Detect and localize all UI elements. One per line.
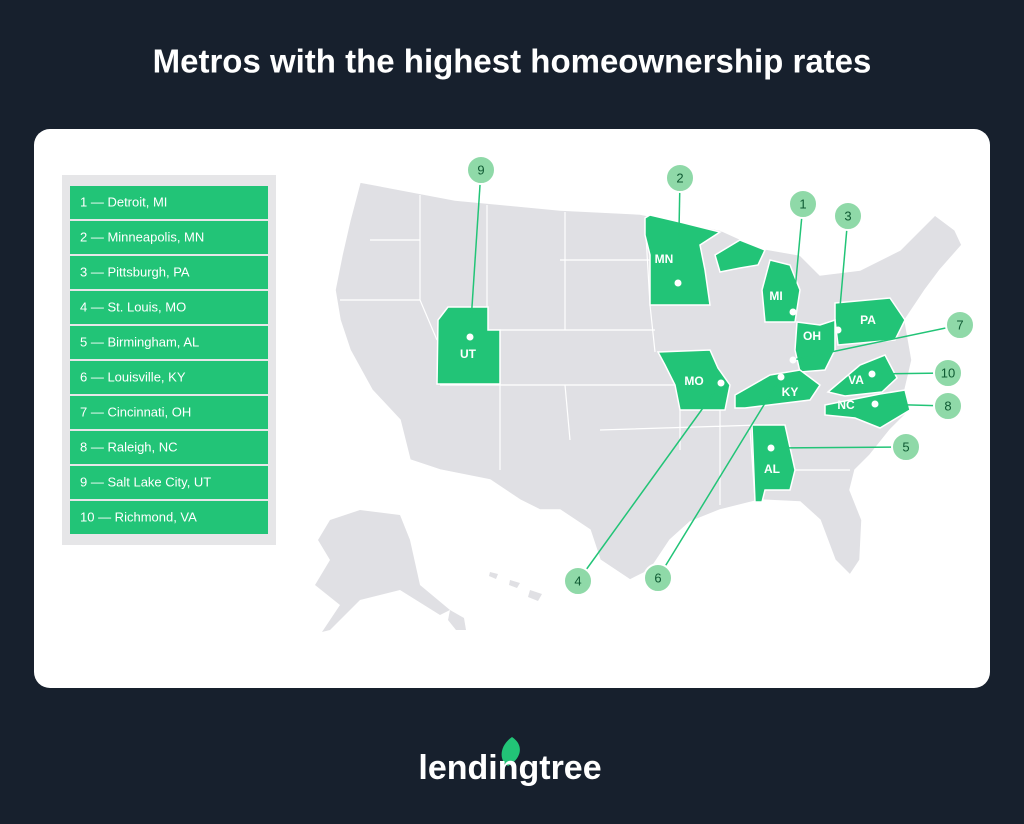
- logo: lendingtree: [418, 749, 601, 787]
- callout-dot: [871, 400, 879, 408]
- state-label: OH: [803, 329, 821, 343]
- callout-dot: [674, 279, 682, 287]
- state: [644, 214, 722, 306]
- state-label: NC: [837, 398, 855, 412]
- us-map: [315, 181, 963, 632]
- callout-line: [657, 376, 782, 579]
- hawaii: [448, 572, 542, 630]
- state: [794, 318, 836, 373]
- callout-number: 6: [654, 570, 661, 585]
- legend-row: [70, 431, 268, 464]
- callout-circle: [643, 563, 673, 593]
- callout-line: [469, 169, 482, 338]
- legend-item: 10 — Richmond, VA: [80, 509, 197, 524]
- legend-row: [70, 291, 268, 324]
- callout-circle: [833, 201, 863, 231]
- callout-dot: [834, 326, 842, 334]
- callout-dot: [789, 356, 797, 364]
- callout-number: 10: [941, 365, 955, 380]
- mainland: [334, 181, 963, 581]
- callout-circle: [788, 189, 818, 219]
- callout-dot: [868, 370, 876, 378]
- callout-dot: [466, 333, 474, 341]
- title: Metros with the highest homeownership ra…: [153, 43, 872, 80]
- callout-line: [677, 177, 681, 284]
- legend-item: 6 — Louisville, KY: [80, 369, 186, 384]
- legend-row: [70, 501, 268, 534]
- state: [714, 239, 801, 323]
- alaska: [315, 510, 450, 632]
- callout-number: 5: [902, 439, 909, 454]
- legend-item: 3 — Pittsburgh, PA: [80, 264, 190, 279]
- state-label: VA: [848, 373, 864, 387]
- callout-circle: [466, 155, 496, 185]
- logo-leaf: [501, 737, 520, 766]
- legend-item: 8 — Raleigh, NC: [80, 439, 178, 454]
- legend-row: [70, 186, 268, 219]
- state: [824, 389, 911, 429]
- callout-circle: [665, 163, 695, 193]
- callouts: 1 2 3 4 5 6 7 8 9 10: [466, 155, 975, 596]
- state-label: AL: [764, 462, 780, 476]
- callout-dot: [789, 308, 797, 316]
- legend-item: 9 — Salt Lake City, UT: [80, 474, 211, 489]
- state: [734, 369, 822, 409]
- callout-circle: [933, 358, 963, 388]
- legend: 1 — Detroit, MI 2 — Minneapolis, MN 3 — Pi…: [70, 186, 268, 534]
- callout-number: 8: [944, 398, 951, 413]
- callout-number: 2: [676, 170, 683, 185]
- callout-number: 4: [574, 573, 581, 588]
- callout-number: 3: [844, 208, 851, 223]
- callout-line: [792, 203, 804, 313]
- callout-line: [577, 382, 722, 582]
- callout-line: [837, 215, 849, 331]
- callout-number: 1: [799, 196, 806, 211]
- legend-row: [70, 221, 268, 254]
- callout-line: [770, 446, 907, 449]
- state-label: MO: [684, 374, 703, 388]
- state-label: MN: [655, 252, 674, 266]
- legend-item: 7 — Cincinnati, OH: [80, 404, 191, 419]
- legend-row: [70, 256, 268, 289]
- state: [436, 306, 501, 385]
- legend-row: [70, 326, 268, 359]
- callout-circle: [933, 391, 963, 421]
- legend-row: [70, 396, 268, 429]
- state: [751, 424, 796, 503]
- legend-item: 5 — Birmingham, AL: [80, 334, 199, 349]
- callout-dot: [767, 444, 775, 452]
- legend-item: 2 — Minneapolis, MN: [80, 229, 204, 244]
- callout-dot: [717, 379, 725, 387]
- callout-circle: [563, 566, 593, 596]
- callout-number: 9: [477, 162, 484, 177]
- legend-item: 4 — St. Louis, MO: [80, 299, 186, 314]
- state: [826, 354, 898, 397]
- state-label: PA: [860, 313, 876, 327]
- legend-row: [70, 361, 268, 394]
- state-label: UT: [460, 347, 477, 361]
- legend-item: 1 — Detroit, MI: [80, 194, 167, 209]
- callout-dot: [777, 373, 785, 381]
- state-label: KY: [782, 385, 799, 399]
- callout-number: 7: [956, 317, 963, 332]
- callout-circle: [891, 432, 921, 462]
- legend-row: [70, 466, 268, 499]
- state-label: MI: [769, 289, 782, 303]
- callout-line: [792, 324, 961, 361]
- callout-circle: [945, 310, 975, 340]
